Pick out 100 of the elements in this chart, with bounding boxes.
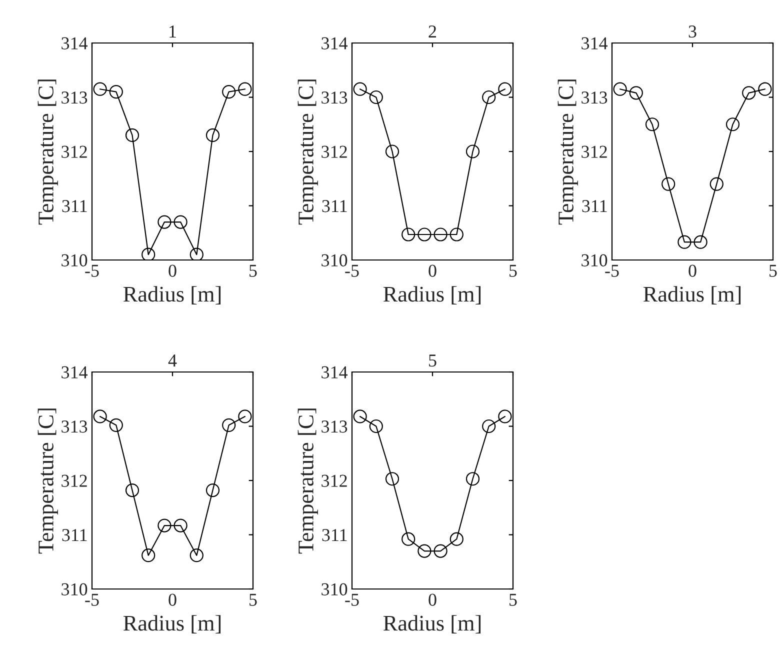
point bbox=[726, 118, 740, 132]
x-tick-label: -5 bbox=[85, 594, 99, 606]
x-axis-title: Radius [m] bbox=[383, 286, 481, 304]
point bbox=[385, 144, 400, 158]
x-axis-title: Radius [m] bbox=[643, 286, 741, 304]
y-tick-label: 310 bbox=[322, 583, 348, 596]
y-tick-label: 314 bbox=[322, 37, 348, 50]
y-axis-title: Temperature [C] bbox=[298, 80, 318, 225]
x-tick-label: 5 bbox=[510, 594, 517, 606]
x-tick-label: 0 bbox=[168, 594, 176, 606]
point bbox=[369, 419, 383, 434]
x-tick-label: 0 bbox=[428, 594, 436, 606]
point bbox=[402, 228, 416, 242]
y-tick-label: 310 bbox=[62, 583, 88, 596]
x-tick-label: 5 bbox=[770, 264, 777, 277]
point bbox=[109, 418, 123, 432]
y-tick-label: 311 bbox=[582, 200, 607, 212]
y-tick-label: 313 bbox=[62, 92, 88, 104]
point bbox=[206, 128, 220, 142]
point bbox=[434, 544, 448, 558]
chart-title: 3 bbox=[688, 25, 696, 38]
y-tick-label: 314 bbox=[582, 37, 608, 50]
x-tick-label: 5 bbox=[510, 264, 517, 277]
point bbox=[678, 235, 692, 249]
y-tick-label: 314 bbox=[62, 37, 88, 50]
y-axis-title: Temperature [C] bbox=[38, 80, 58, 225]
y-tick-label: 312 bbox=[582, 146, 607, 158]
chart-title: 5 bbox=[429, 354, 436, 367]
point bbox=[238, 82, 252, 96]
point bbox=[742, 86, 756, 100]
y-axis-title: Temperature [C] bbox=[38, 408, 58, 554]
y-tick-label: 314 bbox=[322, 366, 348, 378]
x-tick-label: 0 bbox=[168, 264, 176, 277]
chart-title: 4 bbox=[168, 354, 177, 366]
y-tick-label: 311 bbox=[62, 529, 87, 542]
point bbox=[190, 248, 204, 260]
y-tick-label: 313 bbox=[62, 420, 88, 433]
point bbox=[498, 410, 512, 424]
point bbox=[158, 518, 172, 532]
y-axis-title: Temperature [C] bbox=[298, 408, 318, 554]
x-tick-label: 5 bbox=[250, 594, 257, 606]
point bbox=[710, 177, 724, 191]
x-tick-label: 5 bbox=[250, 264, 257, 277]
point bbox=[662, 177, 676, 191]
point bbox=[498, 82, 512, 96]
point bbox=[758, 82, 772, 96]
x-axis-title: Radius [m] bbox=[123, 286, 221, 304]
y-tick-label: 310 bbox=[582, 254, 608, 266]
y-tick-label: 312 bbox=[322, 474, 347, 487]
point bbox=[613, 82, 627, 96]
point bbox=[482, 90, 496, 104]
y-tick-label: 313 bbox=[322, 420, 348, 433]
point bbox=[174, 518, 188, 532]
point bbox=[142, 248, 156, 260]
point bbox=[125, 128, 140, 142]
point bbox=[434, 228, 448, 242]
y-tick-label: 311 bbox=[62, 200, 87, 212]
chart-title: 1 bbox=[170, 26, 176, 38]
x-tick-label: -5 bbox=[605, 264, 619, 277]
x-tick-label: 0 bbox=[688, 264, 696, 277]
point bbox=[629, 86, 643, 100]
y-tick-label: 311 bbox=[322, 529, 347, 542]
y-tick-label: 312 bbox=[322, 146, 347, 158]
point bbox=[158, 215, 172, 229]
y-tick-label: 311 bbox=[322, 200, 347, 212]
point bbox=[142, 548, 156, 562]
x-axis-title: Radius [m] bbox=[383, 615, 481, 634]
point bbox=[93, 82, 107, 96]
x-tick-label: -5 bbox=[85, 264, 99, 277]
point bbox=[190, 548, 204, 562]
point bbox=[174, 215, 188, 229]
point bbox=[466, 144, 480, 158]
chart-title: 2 bbox=[428, 25, 436, 38]
point bbox=[93, 410, 107, 424]
point bbox=[238, 410, 252, 424]
point bbox=[206, 483, 220, 498]
y-tick-label: 313 bbox=[582, 92, 608, 104]
point bbox=[222, 85, 236, 99]
x-tick-label: -5 bbox=[345, 264, 359, 277]
point bbox=[353, 82, 367, 96]
y-axis-title: Temperature [C] bbox=[558, 80, 578, 225]
point bbox=[222, 418, 236, 432]
point bbox=[645, 118, 660, 132]
x-axis-title: Radius [m] bbox=[123, 615, 221, 634]
point bbox=[482, 419, 496, 434]
y-tick-label: 310 bbox=[62, 254, 88, 266]
x-tick-label: -5 bbox=[345, 594, 359, 606]
point bbox=[402, 532, 416, 546]
point bbox=[466, 472, 480, 486]
point bbox=[125, 483, 140, 498]
point bbox=[450, 228, 464, 242]
y-tick-label: 312 bbox=[62, 146, 87, 158]
point bbox=[694, 235, 708, 249]
point bbox=[418, 228, 432, 242]
y-tick-label: 310 bbox=[322, 254, 348, 266]
point bbox=[353, 410, 367, 424]
point bbox=[385, 472, 400, 486]
y-tick-label: 314 bbox=[62, 366, 88, 378]
point bbox=[418, 544, 432, 558]
point bbox=[450, 532, 464, 546]
